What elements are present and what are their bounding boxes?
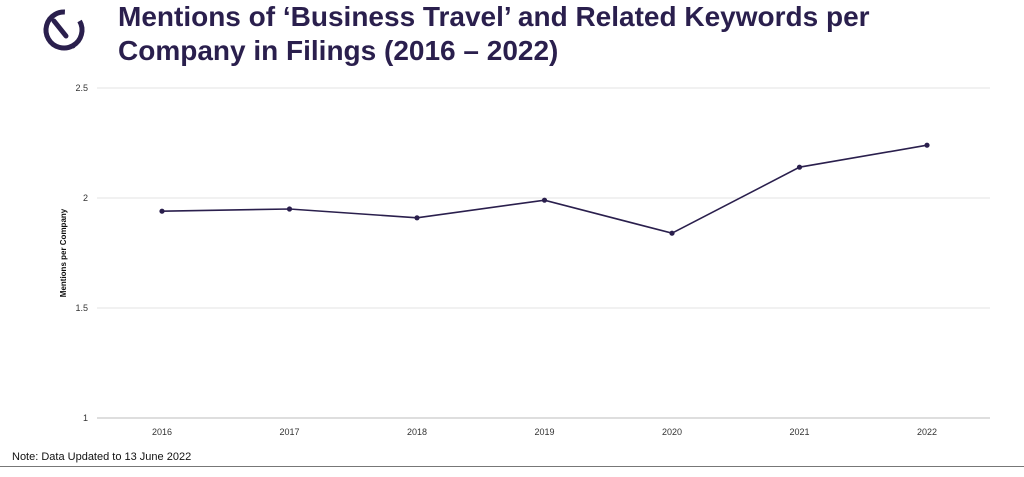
brand-logo-icon [43, 9, 85, 51]
y-axis-ticks: 1 1.5 2 2.5 [75, 83, 88, 423]
data-point [796, 164, 803, 170]
x-tick-label: 2018 [407, 427, 427, 437]
footer-divider [0, 466, 1024, 467]
y-tick-label: 1 [83, 413, 88, 423]
x-tick-label: 2016 [152, 427, 172, 437]
data-point [159, 208, 165, 214]
data-point [541, 197, 548, 203]
x-tick-label: 2017 [279, 427, 299, 437]
y-axis-label: Mentions per Company [59, 208, 68, 297]
chart-gridlines [97, 87, 990, 419]
x-tick-label: 2022 [917, 427, 937, 437]
series-line [161, 144, 928, 235]
x-tick-label: 2021 [789, 427, 809, 437]
data-point [924, 142, 930, 148]
x-tick-label: 2019 [534, 427, 554, 437]
x-axis-ticks: 2016 2017 2018 2019 2020 2021 2022 [152, 427, 937, 437]
data-point [669, 230, 675, 236]
x-tick-label: 2020 [662, 427, 682, 437]
y-tick-label: 1.5 [75, 303, 88, 313]
page-title: Mentions of ‘Business Travel’ and Relate… [118, 1, 870, 66]
y-tick-label: 2 [83, 193, 88, 203]
data-point [286, 206, 293, 212]
data-note: Note: Data Updated to 13 June 2022 [12, 451, 192, 463]
series-group [159, 142, 930, 236]
data-point [414, 215, 420, 221]
y-tick-label: 2.5 [75, 83, 88, 93]
